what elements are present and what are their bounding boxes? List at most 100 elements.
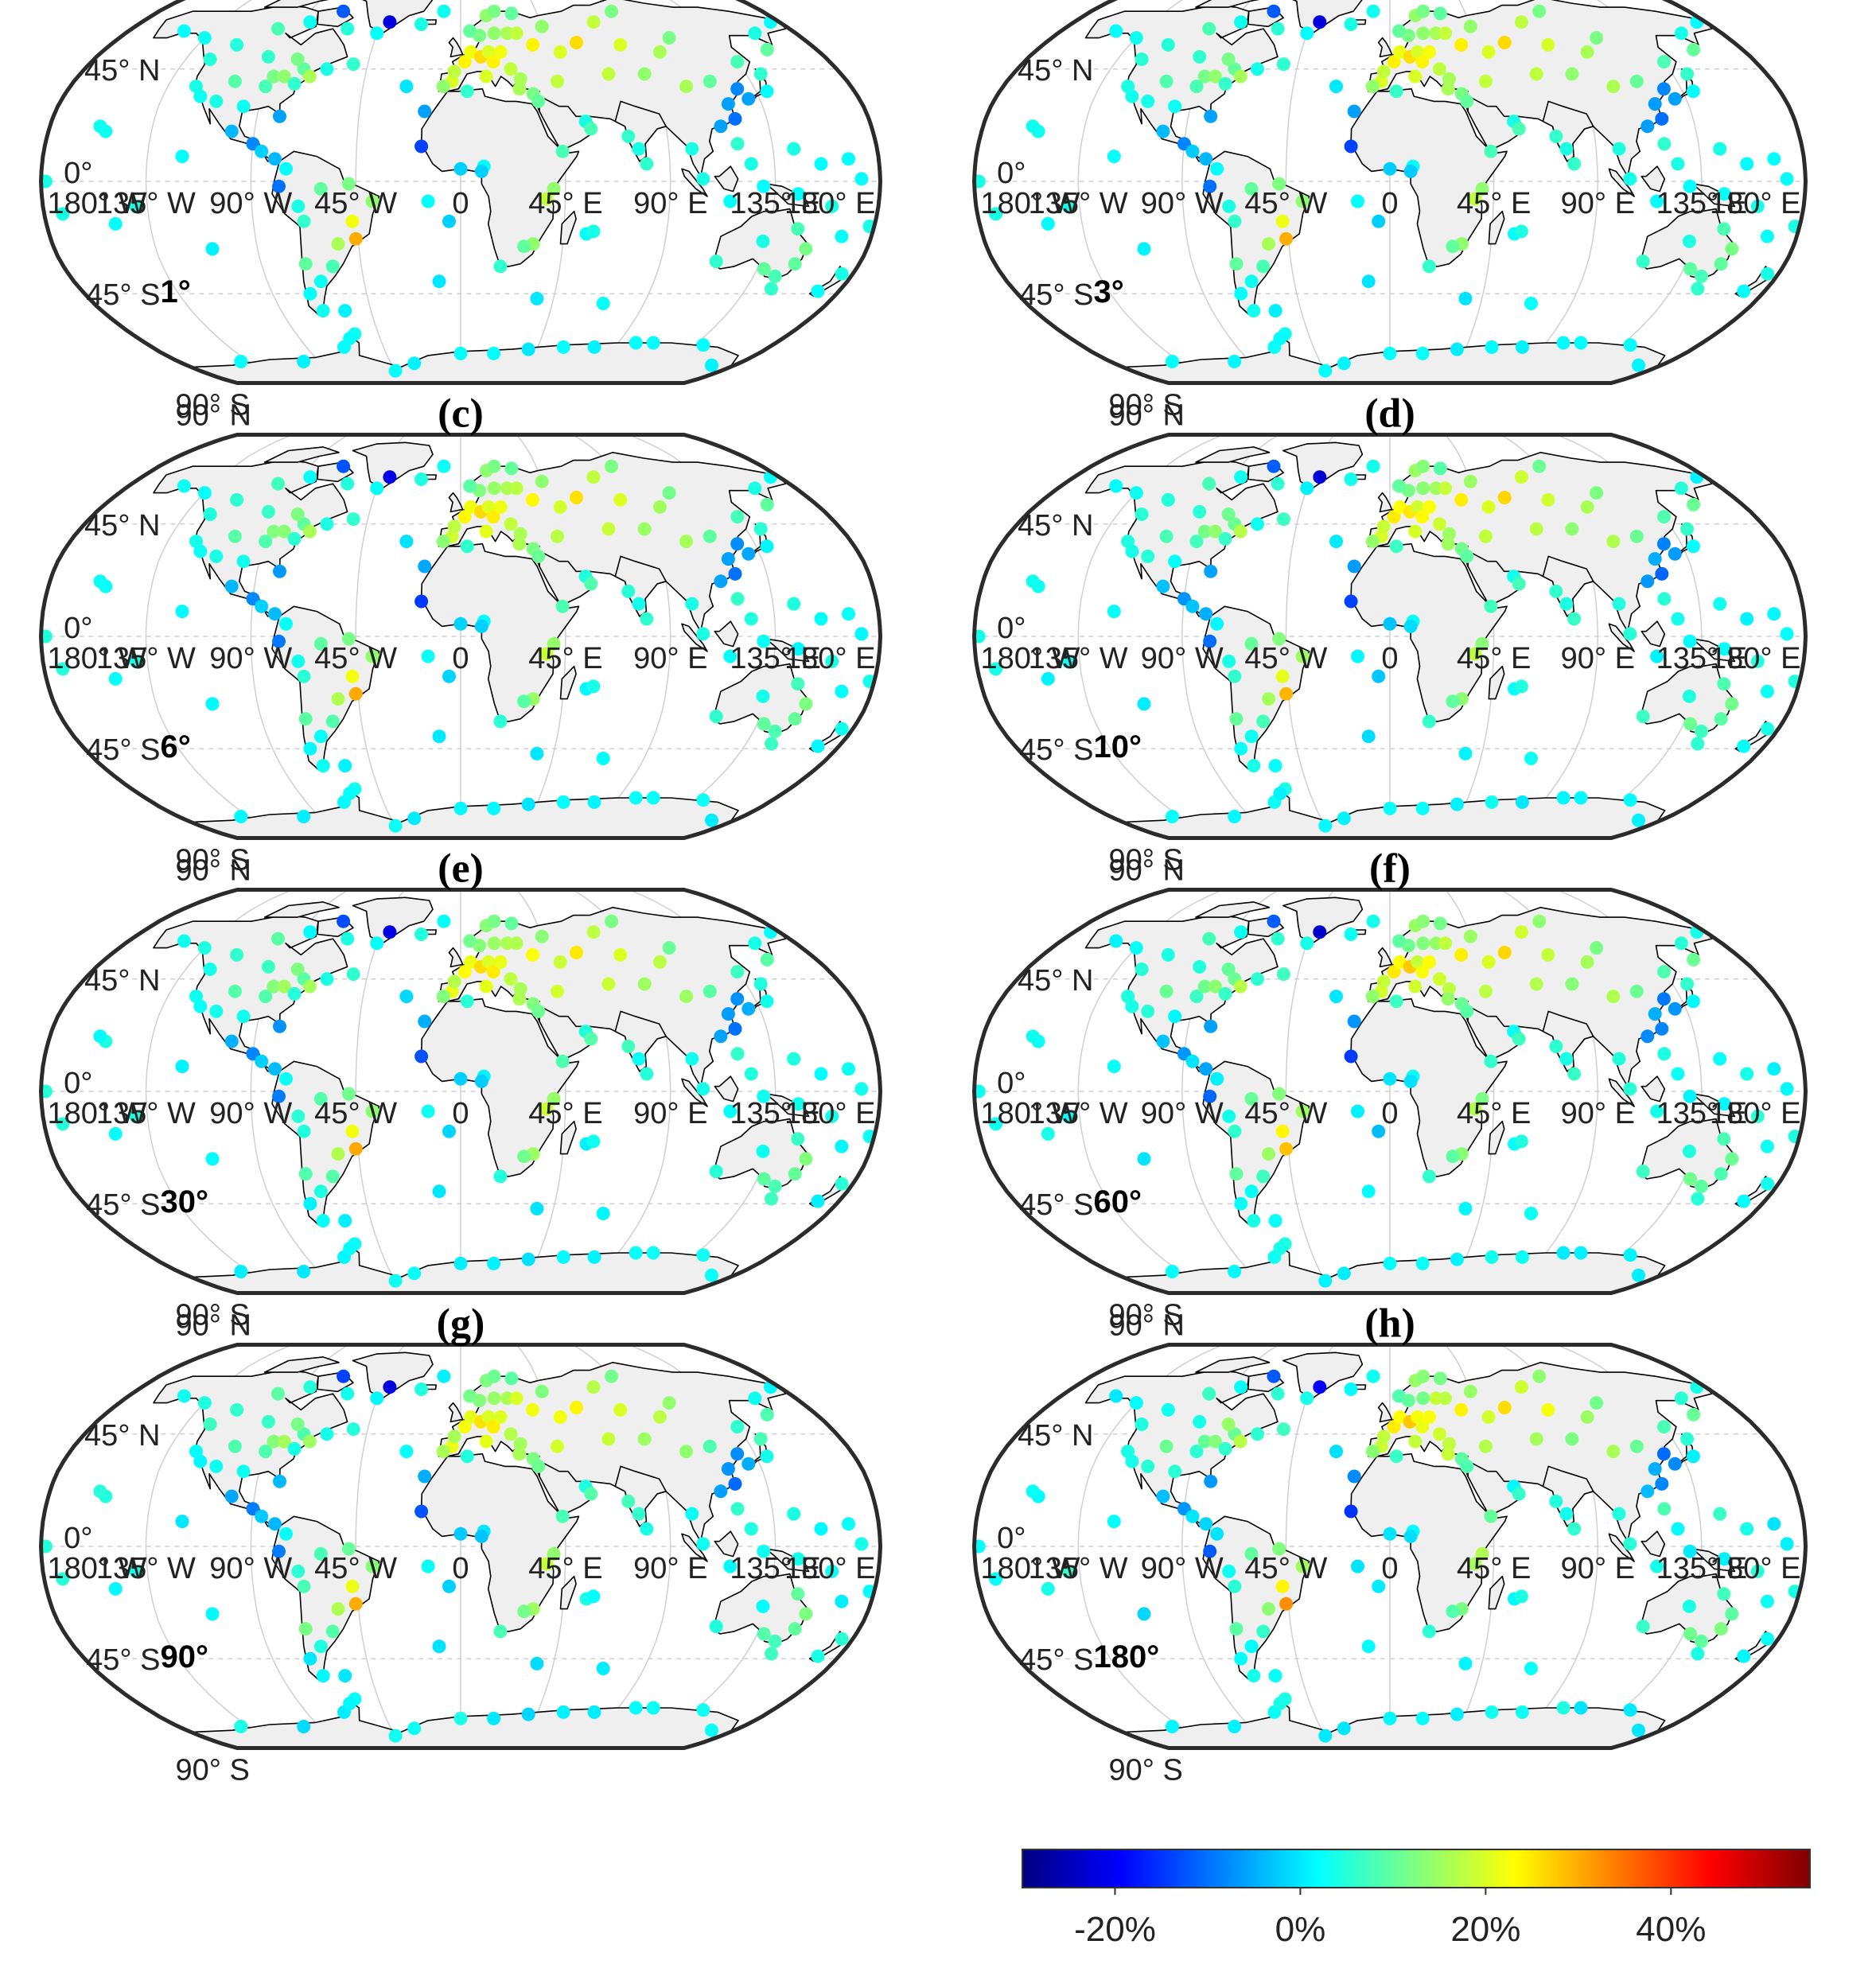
station-marker — [1351, 194, 1364, 208]
station-marker — [224, 1489, 239, 1503]
station-marker — [325, 1624, 340, 1639]
landmass-uk — [1377, 37, 1393, 58]
longitude-label: 180° W — [981, 642, 1080, 675]
station-marker — [1740, 1522, 1754, 1536]
station-marker — [1244, 274, 1259, 289]
station-marker — [1218, 76, 1232, 91]
station-marker — [1189, 990, 1204, 1004]
station-marker — [787, 1052, 801, 1066]
station-marker — [788, 1167, 802, 1181]
station-marker — [298, 1622, 313, 1636]
station-marker — [415, 18, 428, 31]
station-marker — [1446, 1149, 1460, 1164]
station-marker — [1606, 990, 1621, 1004]
longitude-label: 45° E — [1457, 1097, 1531, 1130]
station-marker — [1300, 936, 1314, 951]
station-marker — [596, 1662, 610, 1675]
station-marker — [1514, 1134, 1528, 1149]
station-marker — [1468, 192, 1482, 206]
station-marker — [1668, 1456, 1682, 1471]
station-marker — [1590, 486, 1604, 500]
station-marker — [348, 1596, 363, 1611]
latitude-label: 0° — [997, 1067, 1026, 1100]
station-marker — [696, 793, 710, 807]
station-marker — [255, 144, 269, 158]
station-marker — [487, 26, 501, 41]
station-marker — [757, 1544, 771, 1558]
station-marker — [1657, 1502, 1672, 1516]
station-marker — [1229, 257, 1244, 271]
station-marker — [723, 1559, 738, 1573]
station-marker — [1648, 97, 1662, 111]
station-marker — [177, 1389, 191, 1403]
station-marker — [302, 524, 317, 539]
station-marker — [1376, 64, 1391, 79]
station-marker — [1695, 1634, 1708, 1648]
station-marker — [1387, 55, 1401, 69]
station-marker — [1251, 517, 1264, 531]
landmass-uk — [1377, 1402, 1393, 1423]
station-marker — [1680, 522, 1695, 536]
station-marker — [228, 529, 242, 543]
station-marker — [613, 1402, 628, 1417]
station-marker — [1737, 1649, 1751, 1663]
station-marker — [224, 1034, 239, 1048]
station-marker — [1189, 1445, 1204, 1459]
station-marker — [500, 26, 514, 41]
station-marker — [1392, 934, 1406, 948]
map-frame — [971, 1343, 1808, 1750]
station-marker — [1392, 479, 1406, 493]
longitude-label: 90° E — [633, 187, 707, 220]
station-marker — [748, 1391, 762, 1406]
station-marker — [346, 1422, 360, 1437]
station-marker — [453, 1071, 468, 1086]
station-marker — [345, 669, 360, 683]
colorbar-tick-label: 20% — [1450, 1910, 1520, 1949]
station-marker — [474, 164, 488, 178]
station-marker — [1671, 1067, 1685, 1081]
station-marker — [653, 500, 667, 514]
station-marker — [129, 1564, 143, 1578]
station-marker — [530, 291, 544, 305]
station-marker — [1438, 1391, 1452, 1406]
land-masses — [153, 441, 847, 838]
station-marker — [730, 137, 745, 151]
station-marker — [1276, 1422, 1290, 1437]
longitude-label: 0 — [1381, 187, 1398, 220]
station-marker — [1423, 955, 1437, 969]
station-marker — [1529, 977, 1543, 991]
station-marker — [1109, 934, 1123, 948]
station-marker — [1351, 1559, 1364, 1573]
station-marker — [1717, 1587, 1731, 1601]
station-marker — [291, 654, 306, 668]
station-marker — [835, 1176, 849, 1191]
station-marker — [1641, 119, 1655, 134]
station-marker — [1159, 1439, 1173, 1453]
station-marker — [640, 612, 654, 626]
station-marker — [331, 1602, 345, 1616]
station-marker — [1463, 1384, 1477, 1398]
latitude-label: 45° N — [1018, 1419, 1093, 1453]
station-marker — [415, 1049, 429, 1064]
station-marker — [346, 57, 360, 72]
station-marker — [1222, 1109, 1236, 1123]
station-marker — [1244, 1546, 1259, 1561]
station-marker — [1559, 142, 1574, 156]
station-marker — [753, 67, 768, 81]
station-marker — [1432, 1427, 1446, 1441]
station-marker — [788, 257, 802, 271]
station-marker — [197, 31, 212, 45]
station-marker — [662, 941, 676, 955]
station-marker — [553, 500, 567, 514]
station-marker — [1481, 45, 1496, 59]
station-marker — [1234, 1651, 1248, 1666]
station-marker — [513, 527, 527, 541]
station-marker — [1687, 42, 1701, 56]
station-marker — [1344, 139, 1358, 154]
station-marker — [1657, 137, 1672, 151]
station-marker — [1273, 1242, 1287, 1255]
station-marker — [1668, 1001, 1682, 1016]
station-marker — [303, 1380, 317, 1394]
station-marker — [1193, 504, 1207, 519]
station-marker — [343, 332, 357, 345]
